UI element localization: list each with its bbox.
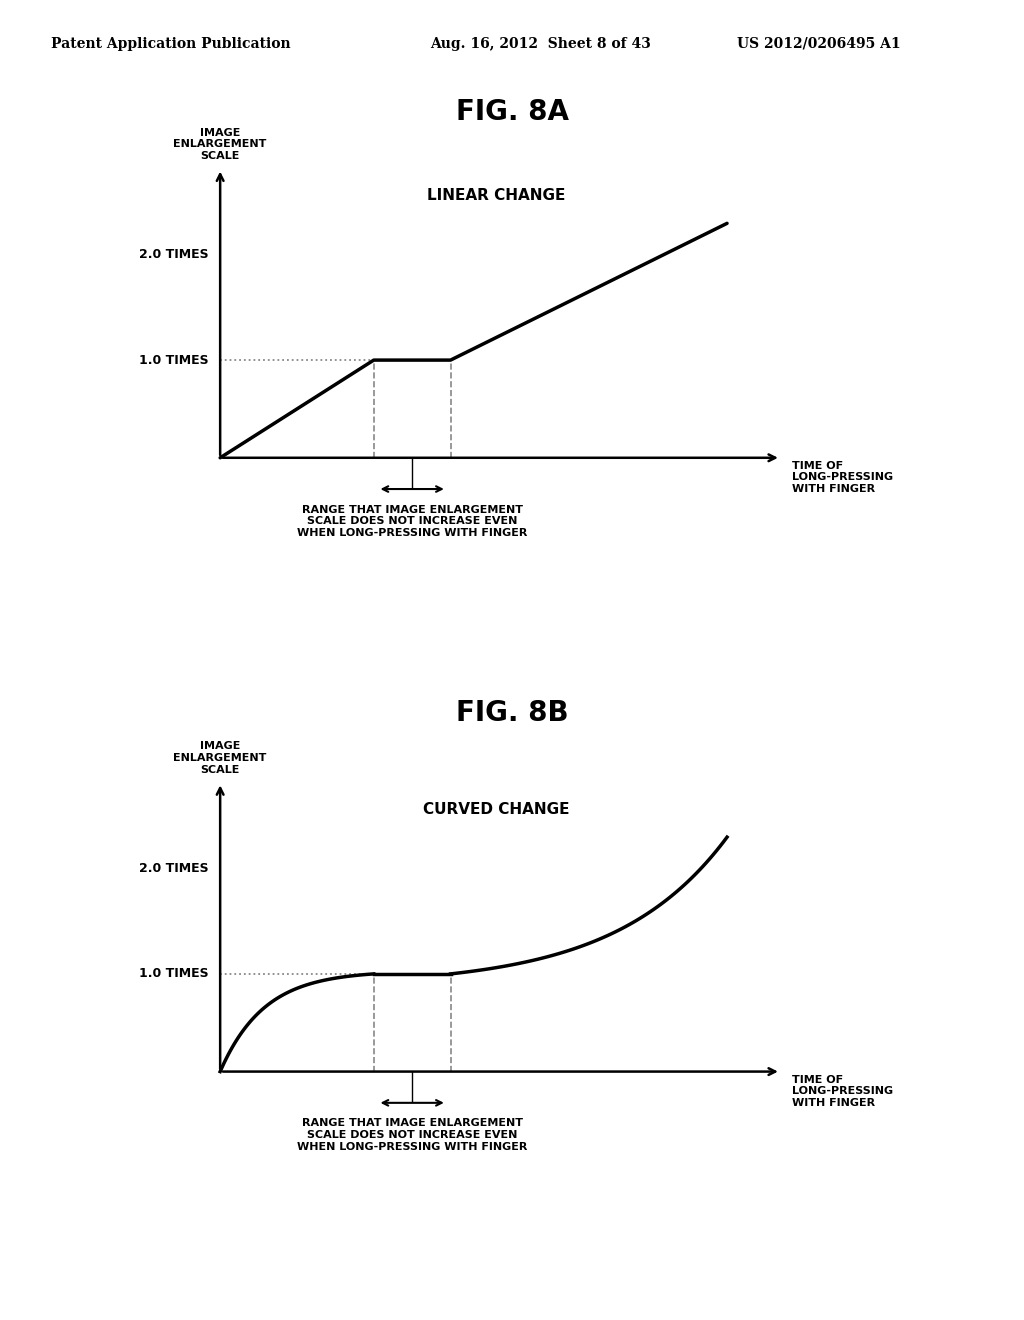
- Text: FIG. 8B: FIG. 8B: [456, 698, 568, 727]
- Text: Aug. 16, 2012  Sheet 8 of 43: Aug. 16, 2012 Sheet 8 of 43: [430, 37, 651, 50]
- Text: TIME OF
LONG-PRESSING
WITH FINGER: TIME OF LONG-PRESSING WITH FINGER: [793, 1074, 894, 1107]
- Text: LINEAR CHANGE: LINEAR CHANGE: [427, 189, 566, 203]
- Text: 1.0 TIMES: 1.0 TIMES: [139, 354, 209, 367]
- Text: TIME OF
LONG-PRESSING
WITH FINGER: TIME OF LONG-PRESSING WITH FINGER: [793, 461, 894, 494]
- Text: 1.0 TIMES: 1.0 TIMES: [139, 968, 209, 981]
- Text: 2.0 TIMES: 2.0 TIMES: [139, 248, 209, 261]
- Text: IMAGE
ENLARGEMENT
SCALE: IMAGE ENLARGEMENT SCALE: [173, 742, 267, 775]
- Text: RANGE THAT IMAGE ENLARGEMENT
SCALE DOES NOT INCREASE EVEN
WHEN LONG-PRESSING WIT: RANGE THAT IMAGE ENLARGEMENT SCALE DOES …: [297, 1118, 527, 1151]
- Text: FIG. 8A: FIG. 8A: [456, 98, 568, 127]
- Text: RANGE THAT IMAGE ENLARGEMENT
SCALE DOES NOT INCREASE EVEN
WHEN LONG-PRESSING WIT: RANGE THAT IMAGE ENLARGEMENT SCALE DOES …: [297, 504, 527, 537]
- Text: 2.0 TIMES: 2.0 TIMES: [139, 862, 209, 875]
- Text: US 2012/0206495 A1: US 2012/0206495 A1: [737, 37, 901, 50]
- Text: CURVED CHANGE: CURVED CHANGE: [423, 803, 570, 817]
- Text: Patent Application Publication: Patent Application Publication: [51, 37, 291, 50]
- Text: IMAGE
ENLARGEMENT
SCALE: IMAGE ENLARGEMENT SCALE: [173, 128, 267, 161]
